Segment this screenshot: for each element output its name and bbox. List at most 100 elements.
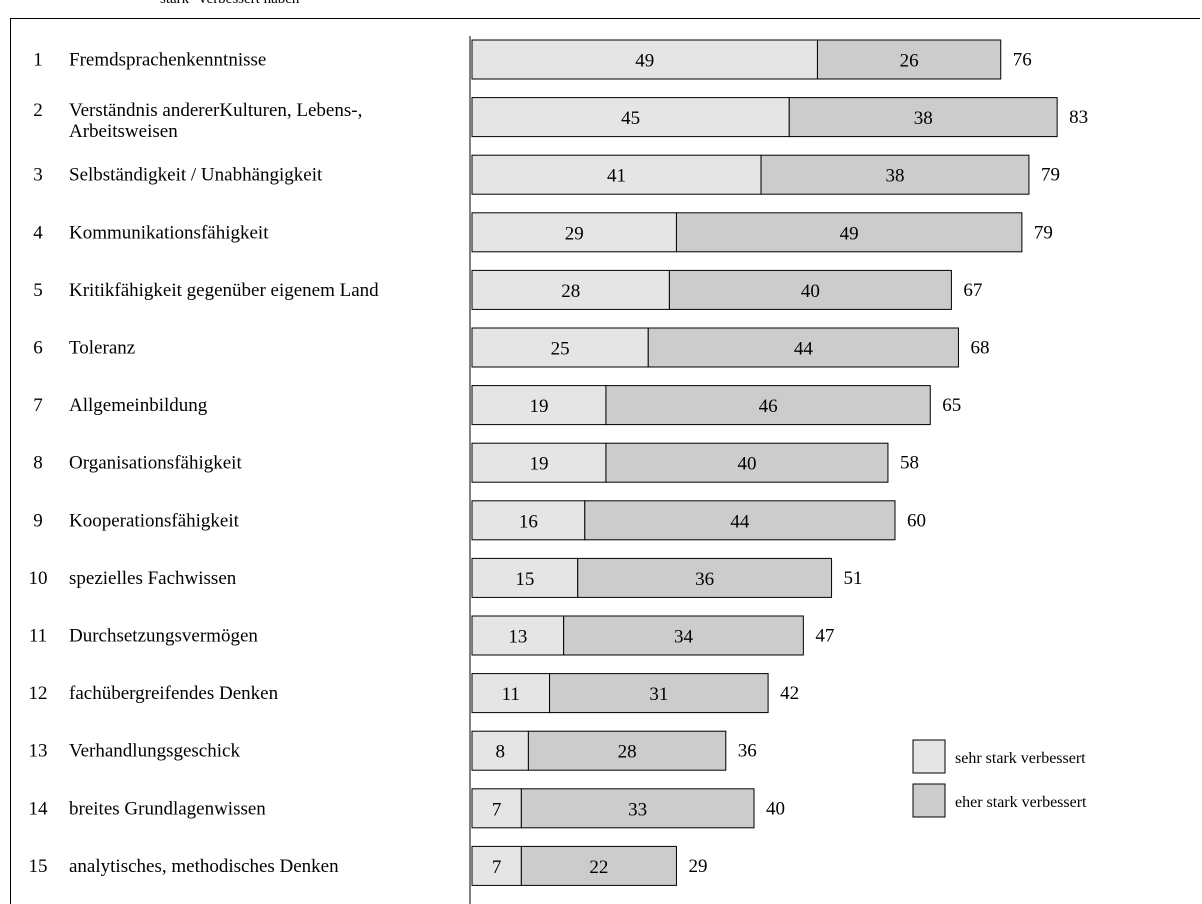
row-number: 2 [33,100,43,121]
category-label: Kooperationsfähigkeit [69,510,240,531]
category-label: fachübergreifendes Denken [69,683,279,704]
bar-segment-sehr-stark [471,673,551,714]
data-label: 28 [561,281,580,302]
row-number: 10 [29,568,48,589]
total-label: 36 [738,741,757,762]
legend: sehr stark verbessert eher stark verbesse… [912,739,1087,818]
header-caption: stark" verbessert haben [160,0,299,8]
bar-segment-eher-stark [675,212,1023,253]
legend-label: eher stark verbessert [955,794,1087,811]
bar-segment-sehr-stark [471,615,565,656]
category-label: Fremdsprachenkenntnisse [69,50,266,71]
row-number: 3 [33,165,43,186]
data-label: 33 [628,799,647,820]
bar-segment-sehr-stark [471,154,762,195]
bar-segment-eher-stark [520,845,677,886]
bar-segment-eher-stark [549,673,769,714]
data-label: 40 [737,454,756,475]
category-label: Toleranz [69,338,135,359]
bar-segment-eher-stark [577,557,833,598]
data-label: 44 [794,339,814,360]
bar-segment-eher-stark [647,327,959,368]
bar-segment-eher-stark [520,788,755,829]
category-label: Durchsetzungsvermögen [69,626,258,647]
bar-segment-sehr-stark [471,500,586,541]
bar-segment-eher-stark [788,97,1058,138]
category-label: Organisationsfähigkeit [69,453,242,474]
data-label: 26 [900,51,919,72]
data-label: 22 [589,857,608,878]
data-label: 19 [529,454,548,475]
data-label: 41 [607,166,626,187]
category-label: spezielles Fachwissen [69,568,237,589]
data-label: 46 [759,396,778,417]
row-number: 12 [29,683,48,704]
data-label: 34 [674,627,694,648]
total-label: 68 [970,338,989,359]
bar-segment-sehr-stark [471,557,579,598]
data-label: 49 [635,51,654,72]
total-label: 51 [844,568,863,589]
bar-segment-eher-stark [563,615,804,656]
category-labels: 1 Fremdsprachenkenntnisse 2 Verständnis and… [29,50,380,877]
legend-label: sehr stark verbessert [955,750,1086,767]
bar-segment-sehr-stark [471,385,607,426]
data-label: 15 [515,569,534,590]
data-label: 38 [886,166,905,187]
row-number: 14 [29,798,49,819]
data-label: 31 [649,684,668,705]
total-label: 29 [688,856,707,877]
data-label: 38 [914,108,933,129]
category-label: analytisches, methodisches Denken [69,856,339,877]
bar-segment-eher-stark [605,442,889,483]
total-label: 79 [1034,222,1053,243]
category-label: Kommunikationsfähigkeit [69,222,269,243]
category-label: Kritikfähigkeit gegenüber eigenem Land [69,280,379,301]
row-number: 11 [29,626,47,647]
data-label: 19 [529,396,548,417]
legend-swatch [912,783,946,818]
legend-swatch [912,739,946,774]
bars: 49 26 76 45 38 83 41 38 79 29 49 79 28 40 67 25 44 68 19 46… [471,39,1088,886]
data-label: 40 [801,281,820,302]
total-label: 60 [907,510,926,531]
total-label: 58 [900,453,919,474]
data-label: 7 [492,857,502,878]
data-label: 11 [502,684,520,705]
row-number: 13 [29,741,48,762]
bar-segment-sehr-stark [471,788,522,829]
bar-segment-eher-stark [605,385,931,426]
data-label: 36 [695,569,714,590]
row-number: 15 [29,856,48,877]
data-label: 16 [519,511,538,532]
total-label: 65 [942,395,961,416]
category-label: Allgemeinbildung [69,395,208,416]
chart-frame [10,18,1200,904]
data-label: 29 [565,223,584,244]
bar-segment-sehr-stark [471,845,522,886]
row-number: 4 [33,222,43,243]
row-number: 7 [33,395,43,416]
bar-segment-sehr-stark [471,327,649,368]
data-label: 44 [730,511,750,532]
bar-segment-sehr-stark [471,269,670,310]
data-label: 28 [618,742,637,763]
category-label: Arbeitsweisen [69,121,178,142]
bar-segment-sehr-stark [471,442,607,483]
data-label: 7 [492,799,502,820]
data-label: 25 [551,339,570,360]
data-label: 49 [840,223,859,244]
category-label: Verständnis andererKulturen, Lebens-, [69,100,362,121]
total-label: 47 [815,626,834,647]
total-label: 83 [1069,107,1088,128]
row-number: 1 [33,50,43,71]
total-label: 42 [780,683,799,704]
category-label: Verhandlungsgeschick [69,741,240,762]
category-label: Selbständigkeit / Unabhängigkeit [69,165,323,186]
category-label: breites Grundlagenwissen [69,798,266,819]
bar-segment-sehr-stark [471,730,529,771]
total-label: 76 [1013,50,1032,71]
row-number: 5 [33,280,43,301]
row-number: 8 [33,453,43,474]
